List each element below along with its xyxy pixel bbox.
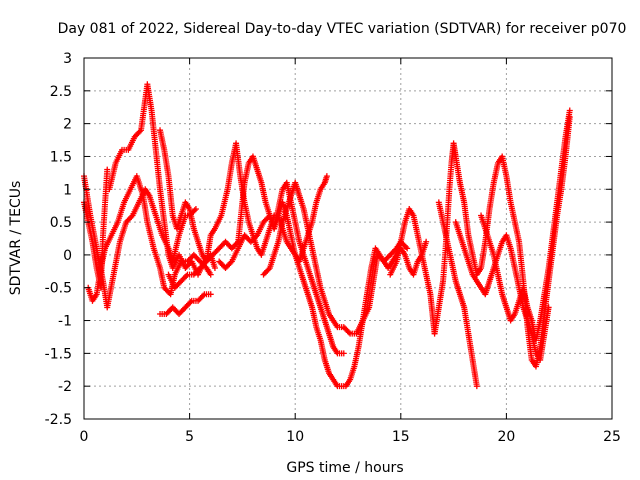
y-tick-label: 2 [63, 117, 72, 133]
tick-labels: 0 5 10 15 20 25 -2.5 -2 -1.5 -1 -0.5 0 0.5 1 1.5 2 2.5 3 [45, 51, 621, 445]
y-tick-label: 0.5 [50, 215, 72, 231]
data-point-marker [545, 304, 552, 311]
data-points [81, 81, 573, 390]
data-point-marker [183, 272, 190, 279]
data-point-marker [423, 238, 430, 245]
data-point-marker [323, 173, 330, 180]
x-tick-label: 5 [185, 429, 194, 445]
y-tick-label: 3 [63, 51, 72, 67]
series-trace-6 [157, 291, 214, 317]
y-tick-label: 0 [63, 248, 72, 264]
data-point-marker [404, 245, 411, 252]
series-trace-13 [452, 219, 552, 363]
data-point-marker [207, 271, 214, 278]
y-tick-label: 2.5 [50, 84, 72, 100]
series-trace-3 [81, 166, 111, 291]
data-point-marker [473, 383, 480, 390]
x-tick-label: 20 [497, 429, 515, 445]
series-trace-4 [106, 81, 218, 278]
series-trace-7 [165, 153, 347, 357]
y-tick-label: -1.5 [45, 346, 72, 362]
data-point-marker [265, 266, 272, 273]
y-tick-label: -2 [58, 379, 72, 395]
data-point-marker [104, 166, 111, 173]
data-point-marker [187, 299, 194, 306]
data-point-marker [192, 205, 199, 212]
data-point-marker [340, 350, 347, 357]
x-tick-label: 0 [80, 429, 89, 445]
y-tick-label: -1 [58, 314, 72, 330]
data-point-marker [191, 207, 198, 214]
data-point-marker [136, 128, 143, 135]
axis-ticks [83, 57, 613, 420]
y-tick-label: -2.5 [45, 412, 72, 428]
data-point-marker [227, 259, 234, 266]
data-point-marker [252, 233, 259, 240]
y-tick-label: 1.5 [50, 149, 72, 165]
y-tick-label: 1 [63, 182, 72, 198]
y-axis-label: SDTVAR / TECUs [8, 181, 24, 296]
data-point-marker [345, 329, 352, 336]
data-point-marker [566, 107, 573, 114]
data-point-marker [207, 291, 214, 298]
chart-title: Day 081 of 2022, Sidereal Day-to-day VTE… [58, 21, 627, 37]
data-point-marker [402, 244, 409, 251]
data-point-marker [211, 265, 218, 272]
plot-frame [83, 57, 613, 420]
y-tick-label: -0.5 [45, 281, 72, 297]
data-point-marker [128, 213, 135, 220]
data-point-marker [200, 292, 207, 299]
x-tick-label: 25 [603, 429, 621, 445]
x-axis-label: GPS time / hours [286, 460, 403, 476]
x-tick-label: 10 [286, 429, 304, 445]
x-tick-label: 15 [392, 429, 410, 445]
series-trace-11 [435, 199, 480, 390]
